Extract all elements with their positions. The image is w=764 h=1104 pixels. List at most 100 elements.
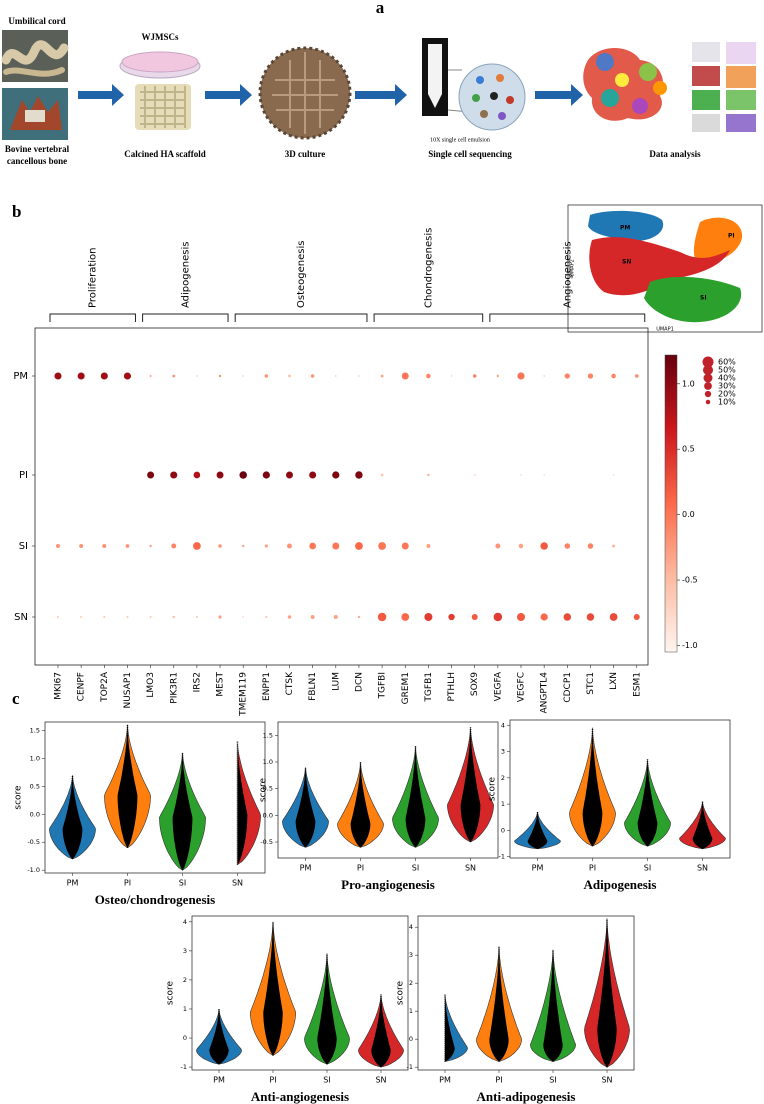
y-tick-label: 1.0 — [30, 754, 40, 762]
y-tick-label: 2 — [409, 979, 413, 987]
culture-sphere — [258, 46, 352, 140]
y-tick-label: 0 — [501, 826, 505, 834]
x-tick-label: VEGFC — [517, 672, 527, 702]
dot — [333, 614, 338, 620]
row-label: SI — [19, 541, 28, 552]
x-tick-label: MEST — [216, 672, 226, 697]
dot — [218, 544, 222, 548]
label: 10X single cell emulsion — [430, 137, 490, 143]
dot — [103, 615, 106, 619]
y-tick-label: 1.0 — [263, 758, 273, 766]
size-legend-label: 60% — [718, 358, 736, 367]
points — [237, 744, 248, 865]
label: cancellous bone — [7, 156, 67, 166]
x-tick-label: PIK3R1 — [169, 672, 179, 704]
x-tick-label: TMEM119 — [239, 672, 249, 717]
points — [527, 812, 548, 849]
umap-label: PM — [620, 225, 630, 232]
size-legend-dot — [702, 364, 714, 376]
chart-title: Adipogenesis — [584, 877, 657, 892]
axis-label: UMAP1 — [656, 327, 674, 333]
dot — [450, 375, 453, 377]
plot-frame — [34, 327, 649, 666]
x-tick-label: PM — [532, 864, 544, 873]
y-tick-label: -1 — [181, 1063, 187, 1071]
dot — [540, 542, 548, 550]
scaffold — [135, 84, 191, 130]
x-tick-label: ESM1 — [632, 672, 642, 697]
chart-title: Osteo/chondrogenesis — [95, 892, 215, 907]
x-tick-label: PI — [589, 864, 596, 873]
dot — [80, 615, 83, 619]
points — [263, 921, 283, 1056]
x-tick-label: PM — [439, 1076, 451, 1085]
dot — [427, 473, 430, 477]
group-bracket — [489, 313, 646, 322]
label: Umbilical cord — [8, 16, 65, 26]
y-tick-label: 3 — [183, 947, 187, 955]
x-tick-label: GREM1 — [401, 672, 411, 704]
x-tick-label: TOP2A — [100, 671, 110, 703]
y-axis-label: score — [396, 980, 406, 1005]
chart-title: Anti-adipogenesis — [477, 1089, 576, 1104]
arrow — [355, 84, 407, 106]
dot — [401, 613, 410, 621]
dot — [241, 544, 245, 548]
y-tick-label: 3 — [501, 748, 505, 756]
arrow — [78, 84, 124, 106]
x-tick-label: PI — [495, 1076, 502, 1085]
dot — [355, 542, 363, 550]
dot — [149, 615, 152, 619]
dot — [310, 614, 315, 620]
dot — [100, 372, 108, 380]
axis-label: UMAP2 — [570, 259, 576, 277]
x-tick-label: PM — [67, 879, 79, 888]
y-tick-label: -0.5 — [27, 838, 40, 846]
dot — [380, 473, 384, 477]
dot — [426, 373, 431, 379]
size-legend-label: 30% — [718, 382, 736, 391]
x-tick-label: ANGPTL4 — [540, 672, 550, 714]
x-tick-label: CENPF — [77, 672, 87, 701]
dot — [335, 375, 337, 377]
panel-label: c — [12, 689, 20, 708]
colorbar-tick-label: -0.5 — [682, 576, 698, 585]
dot — [540, 613, 548, 621]
x-tick-label: LUM — [331, 672, 341, 691]
points — [350, 762, 371, 848]
y-tick-label: 1.5 — [30, 726, 40, 734]
x-tick-label: PM — [300, 864, 312, 873]
x-tick-label: CTSK — [285, 671, 295, 695]
dot — [564, 373, 570, 379]
x-tick-label: TGFBI — [378, 672, 388, 699]
y-tick-label: 2 — [501, 774, 505, 782]
row-label: PM — [13, 371, 28, 382]
x-tick-label: SN — [375, 1076, 386, 1085]
y-tick-label: 0 — [183, 1034, 187, 1042]
plot-frame — [277, 721, 499, 859]
dot — [517, 372, 525, 380]
dot — [170, 471, 178, 479]
y-tick-label: 1 — [183, 1005, 187, 1013]
points — [582, 727, 603, 847]
dot — [377, 612, 387, 622]
x-tick-label: SOX9 — [470, 672, 480, 696]
dot — [172, 374, 176, 378]
bone-photo — [2, 88, 68, 140]
y-tick-label: 4 — [183, 918, 187, 926]
dot — [195, 615, 198, 619]
label: Bovine vertebral — [5, 144, 70, 154]
umap-label: PI — [728, 233, 735, 240]
y-tick-label: -1 — [499, 853, 505, 861]
dot — [587, 543, 594, 549]
group-label: Angiogenesis — [562, 241, 573, 308]
x-tick-label: FBLN1 — [308, 672, 318, 701]
dot — [123, 372, 132, 380]
dot — [239, 471, 247, 479]
dot — [264, 544, 268, 548]
dot — [496, 374, 500, 378]
arrow — [535, 84, 583, 106]
dot — [264, 374, 269, 378]
points — [489, 946, 509, 1062]
dot — [472, 374, 477, 378]
